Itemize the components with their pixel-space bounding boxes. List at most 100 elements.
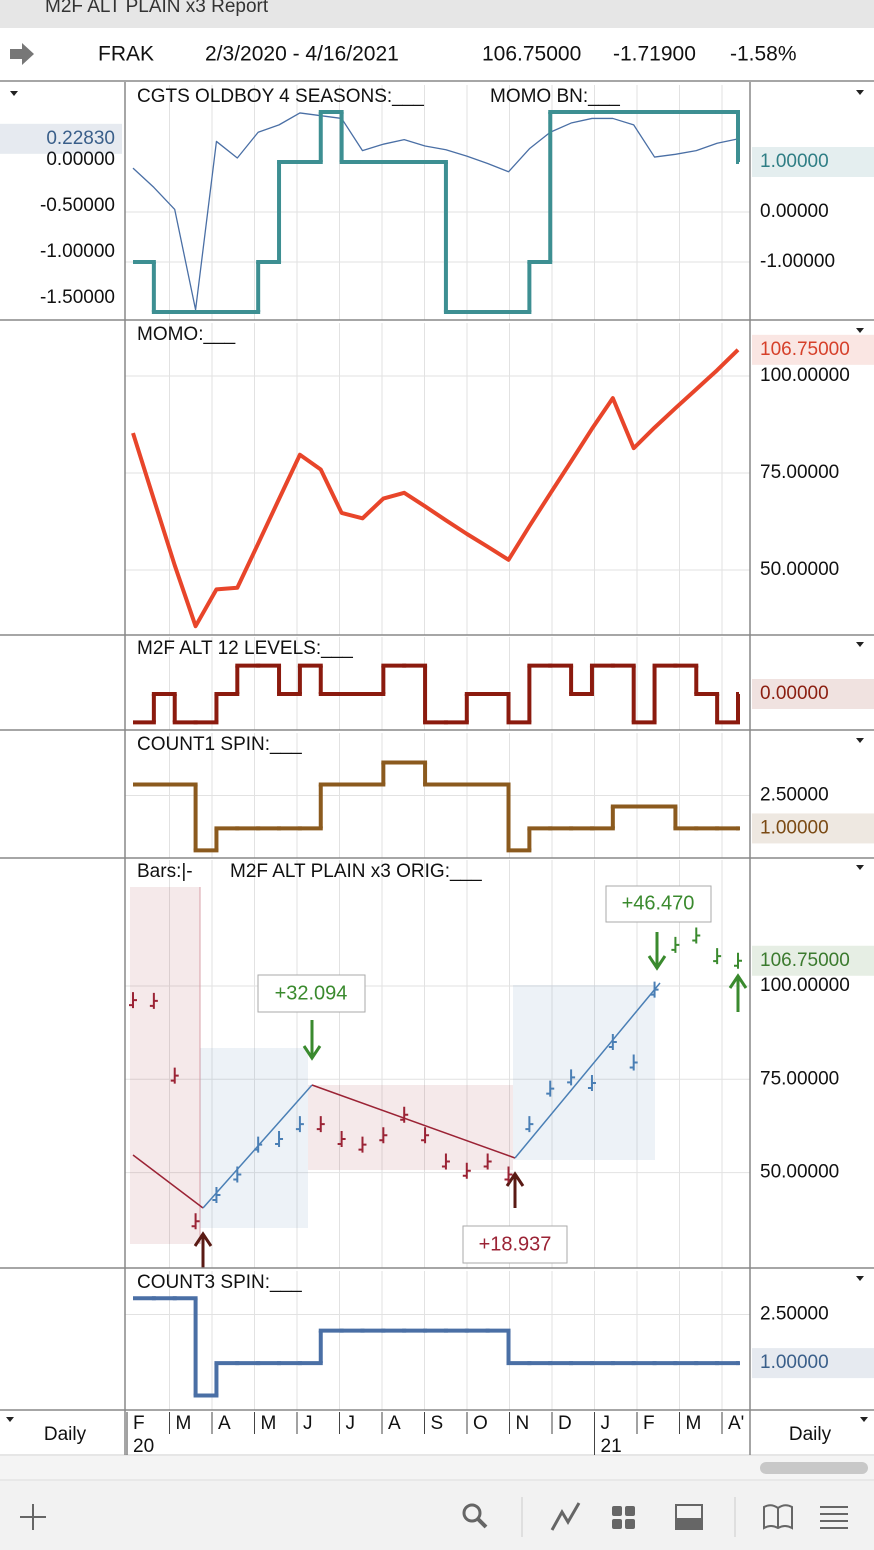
last-price: 106.75000 (482, 43, 581, 66)
menu-caret[interactable] (6, 1417, 14, 1422)
annotation: +46.470 (622, 892, 695, 914)
date-range: 2/3/2020 - 4/16/2021 (205, 43, 399, 66)
value-badge (0, 123, 122, 154)
price-bar (567, 1069, 576, 1086)
book-icon[interactable] (763, 1504, 793, 1530)
annotation-box (462, 1225, 568, 1264)
month-label: J (601, 1413, 611, 1434)
annotation: +18.937 (479, 1233, 552, 1255)
price-bar (337, 1131, 346, 1148)
swing-layout: +32.094 +18.937 +46.470 (130, 885, 748, 1268)
left-tick-label: -1.00000 (40, 241, 115, 262)
price-bar (671, 936, 680, 953)
arrow-icon[interactable] (10, 43, 34, 65)
price-bar (275, 1131, 284, 1148)
y-tick-label: 75.00000 (760, 1068, 839, 1089)
pane-title: MOMO BN:___ (490, 86, 620, 107)
value-badge (752, 945, 874, 976)
left-tick-label: 0.00000 (46, 149, 115, 170)
price-bar (129, 992, 137, 1009)
price-bar (629, 1054, 638, 1071)
value-badge-label: 0.22830 (46, 128, 115, 149)
value-badge (752, 1348, 874, 1379)
search-icon[interactable] (462, 1503, 488, 1529)
swing-box (200, 1048, 308, 1228)
month-label: M (261, 1413, 277, 1434)
value-badge-label: 106.75000 (760, 339, 850, 360)
pane-menu-caret[interactable] (856, 865, 864, 870)
month-label: J (303, 1413, 313, 1434)
pane-title: M2F ALT 12 LEVELS:___ (137, 638, 353, 659)
price-bar (170, 1067, 179, 1084)
swing-arrow (302, 1020, 322, 1061)
value-badge (752, 334, 874, 365)
swing-arrow (505, 1171, 525, 1208)
price-bar (441, 1153, 450, 1170)
pane-title: M2F ALT PLAIN x3 ORIG:___ (230, 861, 482, 882)
grid-icon[interactable] (612, 1506, 635, 1529)
value-badge-label: 0.00000 (760, 683, 829, 704)
pane-menu-caret[interactable] (856, 328, 864, 333)
month-label: O (473, 1413, 488, 1434)
month-label: S (431, 1413, 444, 1434)
trend-line (132, 1154, 204, 1209)
pane-menu-caret[interactable] (856, 738, 864, 743)
layout-icon[interactable] (675, 1504, 703, 1530)
month-label: A (388, 1413, 401, 1434)
price-bar (462, 1162, 471, 1179)
add-icon[interactable] (20, 1504, 46, 1530)
price-bar (358, 1136, 367, 1153)
year-label: 20 (133, 1436, 154, 1457)
pane-title: Bars:|- (137, 861, 193, 882)
month-label: A' (728, 1413, 744, 1434)
price-bar (149, 992, 158, 1009)
swing-arrow (647, 932, 667, 971)
month-label: J (346, 1413, 356, 1434)
list-icon[interactable] (820, 1506, 848, 1529)
pane-menu-caret[interactable] (856, 642, 864, 647)
series-line (131, 348, 740, 629)
price-bar (608, 1033, 617, 1050)
swing-box (130, 887, 200, 1244)
value-badge (752, 679, 874, 709)
interval-left[interactable]: Daily (44, 1424, 87, 1445)
scrollbar[interactable] (760, 1462, 868, 1474)
swing-arrow (193, 1231, 213, 1268)
y-tick-label: 50.00000 (760, 559, 839, 580)
price-bar (191, 1213, 200, 1230)
price-bar (504, 1166, 513, 1183)
series-line (132, 112, 739, 311)
month-label: A (218, 1413, 231, 1434)
chart-icon[interactable] (550, 1502, 581, 1531)
window-title: M2F ALT PLAIN x3 Report (45, 0, 269, 17)
price-bar (525, 1116, 534, 1133)
price-bar (421, 1127, 430, 1144)
interval-right[interactable]: Daily (789, 1424, 832, 1445)
pane-title: COUNT1 SPIN:___ (137, 734, 302, 755)
percent-change: -1.58% (730, 43, 797, 66)
left-tick-label: -0.50000 (40, 195, 115, 216)
month-label: D (558, 1413, 572, 1434)
swing-arrow (728, 973, 748, 1012)
value-badge-label: 1.00000 (760, 1352, 829, 1373)
annotation-box (605, 885, 712, 923)
y-tick-label: 100.00000 (760, 365, 850, 386)
swing-box (308, 1085, 513, 1170)
price-bar (713, 948, 722, 965)
price-bar (483, 1153, 492, 1170)
pane-title: MOMO:___ (137, 324, 236, 345)
pane-menu-caret[interactable] (856, 1276, 864, 1281)
menu-caret[interactable] (860, 1417, 868, 1422)
toolbar (0, 28, 874, 82)
month-label: M (686, 1413, 702, 1434)
y-tick-label: 50.00000 (760, 1162, 839, 1183)
pane-menu-caret[interactable] (856, 90, 864, 95)
price-bar (587, 1075, 596, 1092)
trend-line (311, 1084, 516, 1159)
pane-menu-caret[interactable] (10, 91, 18, 96)
price-bar (316, 1116, 325, 1133)
value-badge-label: 1.00000 (760, 151, 829, 172)
change: -1.71900 (613, 43, 696, 66)
price-bar (379, 1127, 388, 1144)
